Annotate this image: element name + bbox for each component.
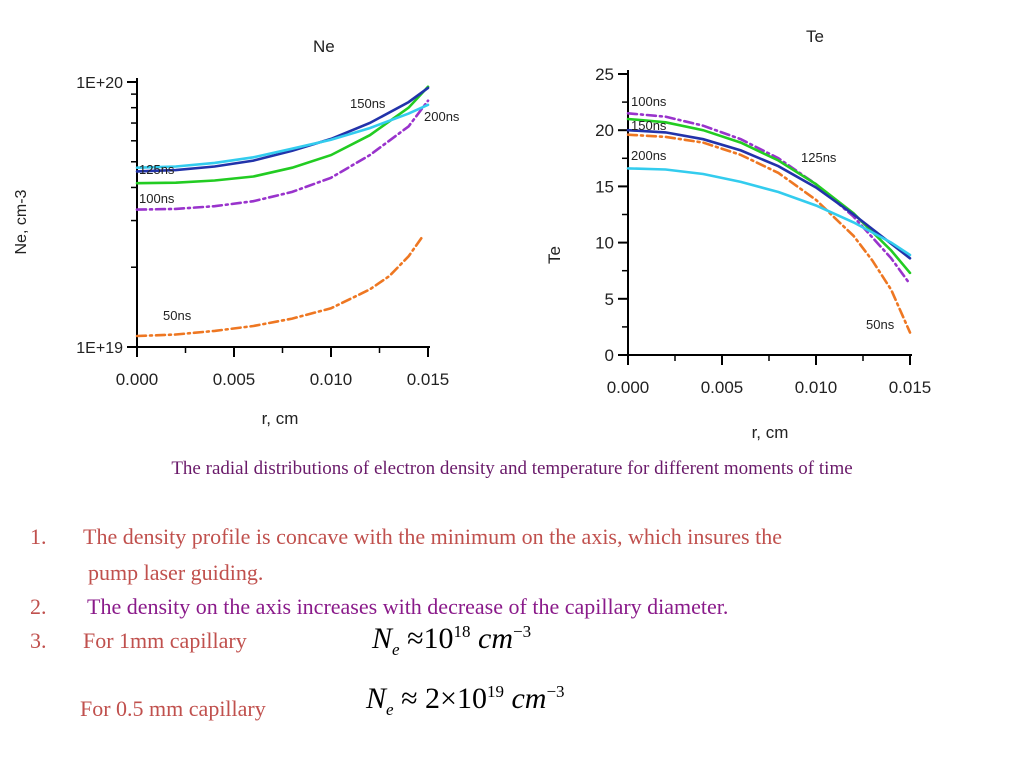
sub-item-05mm: For 0.5 mm capillary — [80, 696, 266, 722]
te-chart-title: Te — [806, 27, 824, 46]
ne-series-label-50ns: 50ns — [163, 308, 192, 323]
te-series-label-50ns: 50ns — [866, 317, 895, 332]
te-x-tick-label: 0.010 — [795, 378, 838, 397]
te-series-label-125ns: 125ns — [801, 150, 837, 165]
ne-x-tick-label: 0.005 — [213, 370, 256, 389]
list-number-1: 1. — [30, 524, 47, 549]
ne-x-axis-label: r, cm — [262, 409, 299, 428]
ne-series-100ns — [135, 99, 430, 211]
te-y-tick-label: 0 — [605, 346, 614, 365]
te-x-axis-label: r, cm — [752, 423, 789, 442]
te-x-tick-label: 0.015 — [889, 378, 932, 397]
ne-series-125ns — [135, 85, 430, 185]
charts-area: Ne Ne, cm-3 r, cm 0.000 0.005 0.010 0.015 1E… — [13, 27, 931, 442]
formula-1mm: Ne ≈1018 cm−3 — [372, 622, 532, 659]
ne-series-200ns — [135, 103, 430, 169]
te-series-200ns — [626, 167, 912, 257]
te-y-tick-label: 5 — [605, 290, 614, 309]
list-item-3: 3. For 1mm capillary — [30, 628, 247, 654]
ne-series-label-100ns: 100ns — [139, 191, 175, 206]
ne-y-axis-label: Ne, cm-3 — [13, 189, 30, 254]
list-number-2: 2. — [30, 594, 47, 619]
ne-y-tick-label: 1E+19 — [76, 340, 123, 357]
ne-series-label-150ns: 150ns — [350, 96, 386, 111]
te-y-axis-label: Te — [545, 246, 564, 264]
te-x-tick-label: 0.000 — [607, 378, 650, 397]
te-series-50ns — [626, 133, 912, 334]
ne-chart-title: Ne — [313, 37, 335, 56]
te-y-tick-label: 15 — [595, 177, 614, 196]
ne-y-tick-label: 1E+20 — [76, 75, 123, 92]
list-text-3: For 1mm capillary — [83, 628, 247, 653]
list-text-1a: The density profile is concave with the … — [83, 524, 782, 549]
ne-x-tick-label: 0.010 — [310, 370, 353, 389]
ne-series-label-200ns: 200ns — [424, 109, 460, 124]
list-item-1-continued: pump laser guiding. — [88, 560, 263, 586]
ne-x-tick-label: 0.015 — [407, 370, 450, 389]
te-series-label-200ns: 200ns — [631, 148, 667, 163]
te-chart: Te Te r, cm 0.000 0.005 0.010 0.015 0 5 10 15 20… — [545, 27, 931, 442]
ne-chart: Ne Ne, cm-3 r, cm 0.000 0.005 0.010 0.015 1E… — [13, 37, 460, 428]
te-series-125ns — [626, 117, 912, 275]
ne-series-150ns — [135, 86, 430, 173]
list-text-2: The density on the axis increases with d… — [87, 594, 729, 619]
list-item-2: 2. The density on the axis increases wit… — [30, 594, 728, 620]
list-number-3: 3. — [30, 628, 47, 653]
ne-x-tick-label: 0.000 — [116, 370, 159, 389]
te-series-150ns — [626, 128, 912, 260]
figure-caption: The radial distributions of electron den… — [171, 458, 853, 479]
te-y-tick-label: 25 — [595, 65, 614, 84]
te-y-tick-label: 10 — [595, 234, 614, 253]
list-item-1: 1. The density profile is concave with t… — [30, 524, 782, 550]
te-series-label-150ns: 150ns — [631, 118, 667, 133]
te-x-tick-label: 0.005 — [701, 378, 744, 397]
formula-05mm: Ne ≈ 2×1019 cm−3 — [366, 682, 565, 719]
te-series-label-100ns: 100ns — [631, 94, 667, 109]
ne-series-50ns — [135, 235, 424, 338]
te-y-tick-label: 20 — [595, 121, 614, 140]
sub-item-text: For 0.5 mm capillary — [80, 696, 266, 721]
ne-series-label-125ns: 125ns — [139, 162, 175, 177]
list-text-1b: pump laser guiding. — [88, 560, 264, 585]
te-series-100ns — [626, 112, 912, 286]
